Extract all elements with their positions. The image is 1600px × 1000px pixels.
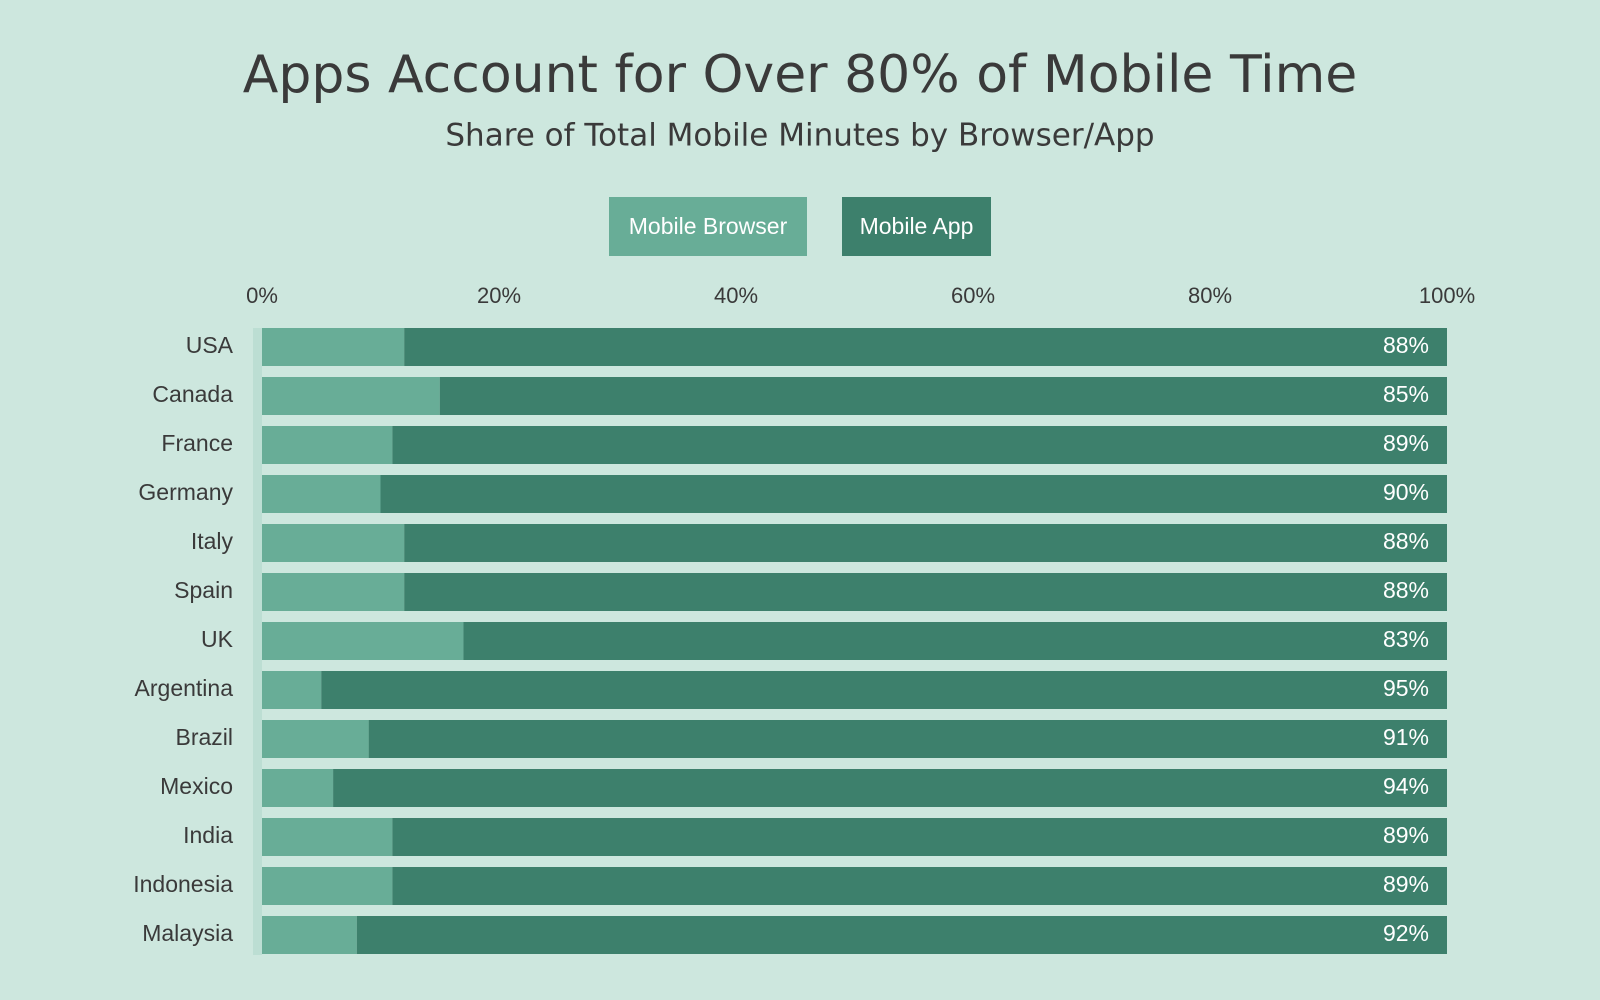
data-label: 95% <box>1383 675 1429 701</box>
x-tick-label: 20% <box>477 283 521 308</box>
bar-segment <box>262 475 381 513</box>
data-label: 85% <box>1383 381 1429 407</box>
data-label: 88% <box>1383 528 1429 554</box>
bar-segment <box>262 328 405 366</box>
y-tick-label: India <box>183 822 233 848</box>
legend-label: Mobile App <box>860 213 974 239</box>
y-tick-label: Italy <box>191 528 234 554</box>
y-tick-label: Malaysia <box>142 920 233 946</box>
bar-segment <box>262 377 440 415</box>
y-tick-label: Germany <box>138 479 233 505</box>
bar-segment <box>404 524 1448 562</box>
data-label: 94% <box>1383 773 1429 799</box>
y-tick-label: USA <box>186 332 234 358</box>
bar-segment <box>404 328 1448 366</box>
y-tick-label: Indonesia <box>133 871 233 897</box>
bar-segment <box>463 622 1447 660</box>
bar-segment <box>380 475 1447 513</box>
bar-segment <box>262 769 334 807</box>
bar-segment <box>439 377 1447 415</box>
chart-title: Apps Account for Over 80% of Mobile Time <box>243 45 1357 105</box>
y-tick-label: Brazil <box>175 724 233 750</box>
y-tick-label: Mexico <box>160 773 233 799</box>
bar-segment <box>262 720 369 758</box>
data-label: 88% <box>1383 577 1429 603</box>
data-label: 89% <box>1383 822 1429 848</box>
data-label: 88% <box>1383 332 1429 358</box>
y-tick-label: Argentina <box>135 675 234 701</box>
bar-segment <box>262 426 393 464</box>
x-tick-label: 40% <box>714 283 758 308</box>
x-tick-label: 80% <box>1188 283 1232 308</box>
legend-swatch <box>609 197 807 256</box>
legend-label: Mobile Browser <box>629 213 788 239</box>
x-tick-label: 0% <box>246 283 278 308</box>
data-label: 92% <box>1383 920 1429 946</box>
bar-segment <box>262 573 405 611</box>
data-label: 90% <box>1383 479 1429 505</box>
data-label: 89% <box>1383 871 1429 897</box>
bar-segment <box>392 426 1448 464</box>
x-tick-label: 60% <box>951 283 995 308</box>
x-tick-label: 100% <box>1419 283 1475 308</box>
y-tick-label: Spain <box>174 577 233 603</box>
bar-segment <box>262 622 464 660</box>
bar-segment <box>368 720 1447 758</box>
y-tick-label: Canada <box>152 381 233 407</box>
chart-subtitle: Share of Total Mobile Minutes by Browser… <box>445 118 1154 154</box>
data-label: 91% <box>1383 724 1429 750</box>
bar-segment <box>321 671 1447 709</box>
bar-segment <box>392 818 1448 856</box>
bar-segment <box>262 818 393 856</box>
plot-edge <box>253 328 262 955</box>
bar-segment <box>262 671 322 709</box>
bar-segment <box>392 867 1448 905</box>
data-label: 83% <box>1383 626 1429 652</box>
bar-segment <box>404 573 1448 611</box>
y-tick-label: France <box>161 430 233 456</box>
bar-segment <box>262 867 393 905</box>
data-label: 89% <box>1383 430 1429 456</box>
legend-swatch <box>842 197 991 256</box>
bar-segment <box>333 769 1448 807</box>
y-tick-label: UK <box>201 626 234 652</box>
bar-segment <box>262 524 405 562</box>
bar-segment <box>356 916 1447 954</box>
bar-segment <box>262 916 357 954</box>
